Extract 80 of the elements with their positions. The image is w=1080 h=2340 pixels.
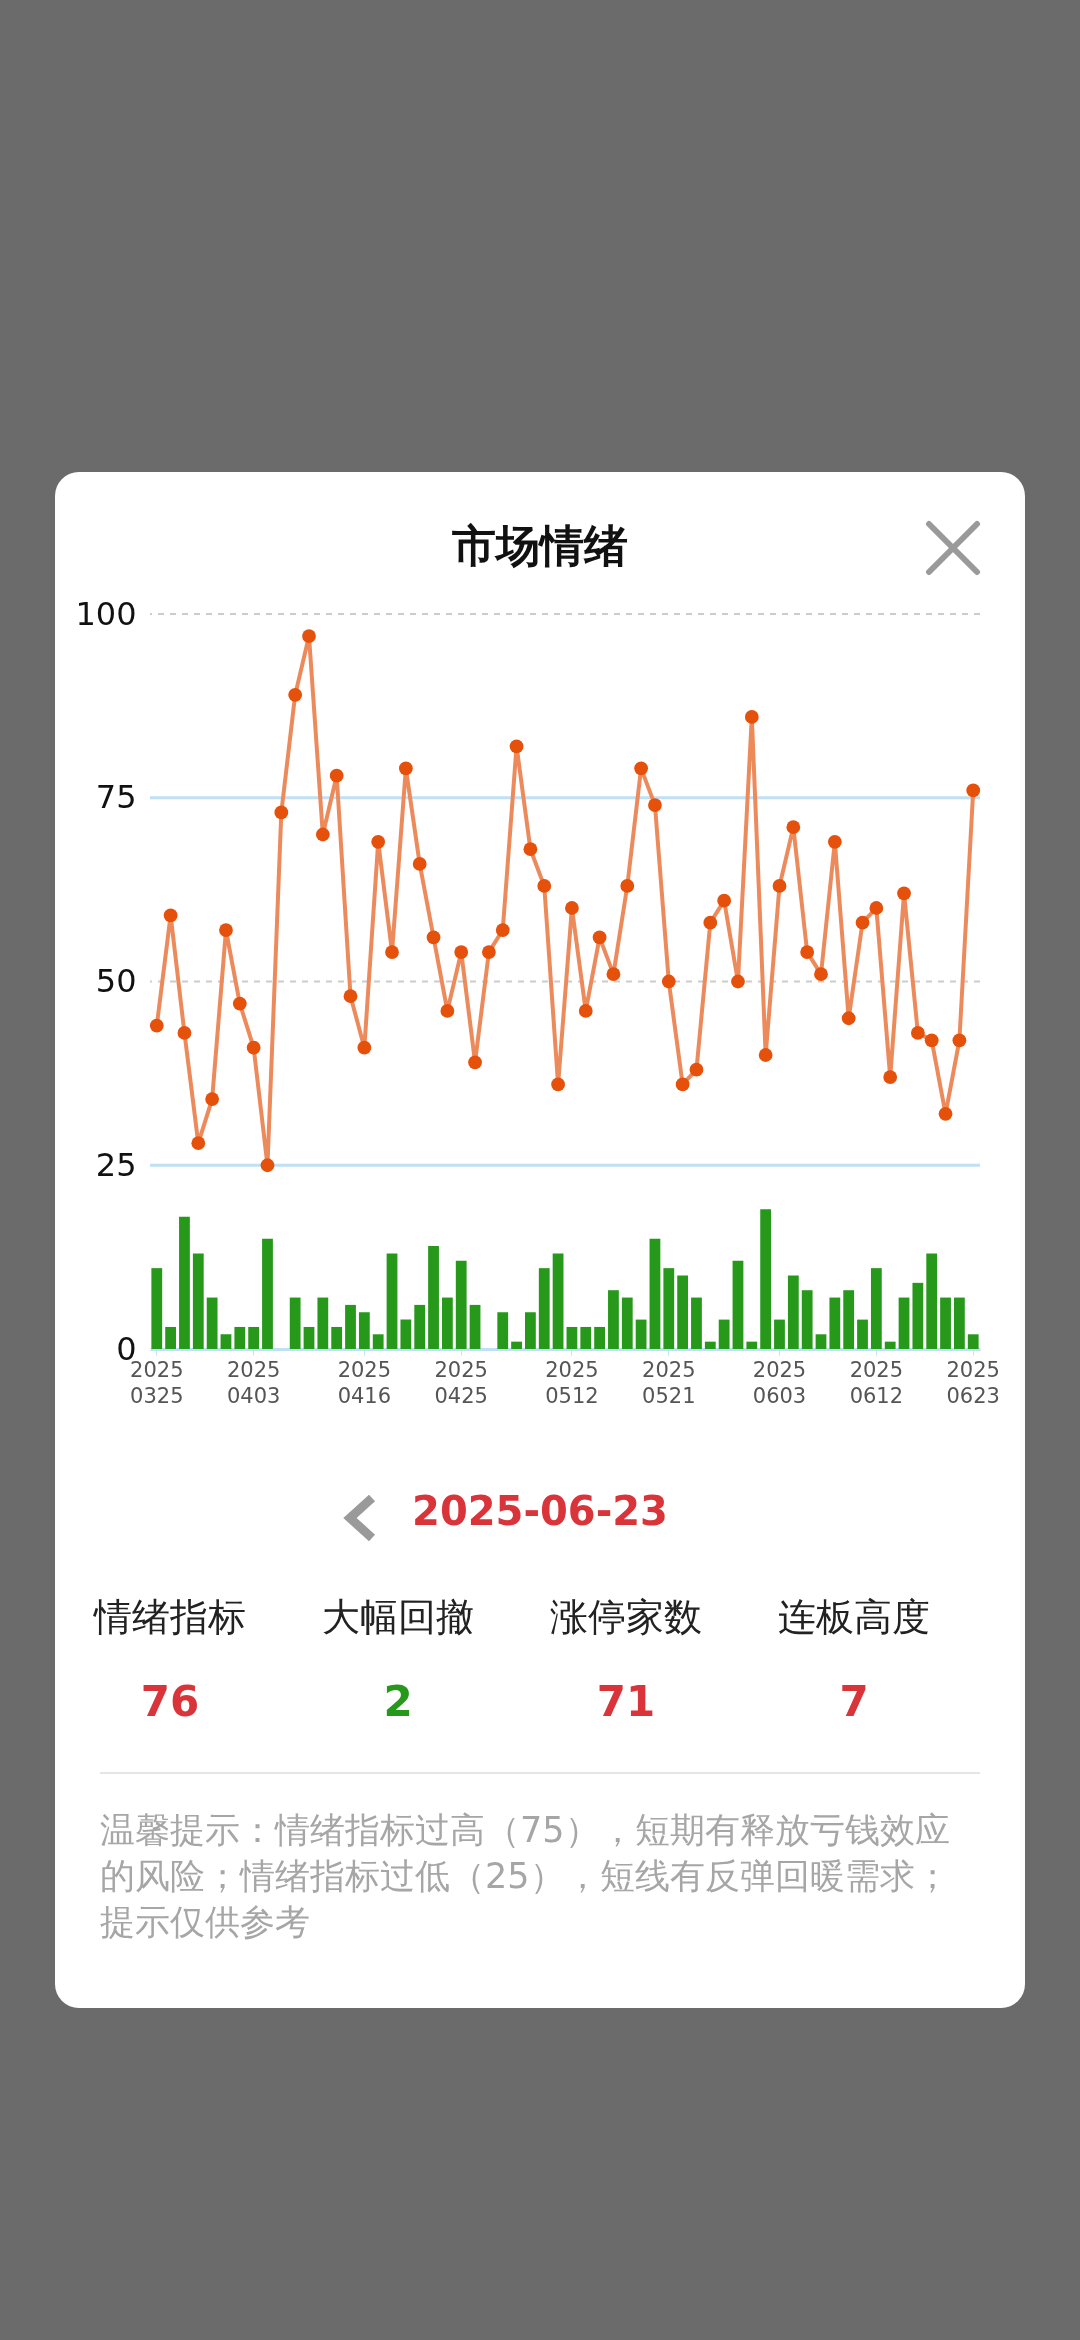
bar <box>192 1253 204 1349</box>
bar <box>441 1297 453 1349</box>
bar <box>760 1209 772 1349</box>
bar <box>718 1319 730 1349</box>
bar <box>165 1326 177 1349</box>
bar <box>829 1297 841 1349</box>
y-tick-label: 75 <box>95 778 137 817</box>
bar <box>677 1275 689 1349</box>
text: 7 <box>838 1677 870 1726</box>
bar <box>691 1297 702 1349</box>
text: 71 <box>595 1677 657 1726</box>
bar <box>774 1319 785 1349</box>
bar <box>898 1297 910 1349</box>
bar <box>552 1253 564 1349</box>
bar <box>843 1290 855 1349</box>
bar <box>525 1312 536 1349</box>
bar <box>953 1297 965 1349</box>
bar <box>358 1312 370 1349</box>
text: 大幅回撤 <box>321 1594 475 1641</box>
bar <box>621 1297 633 1349</box>
y-tick-label: 25 <box>95 1145 137 1184</box>
bar <box>566 1326 578 1349</box>
text: 76 <box>139 1677 201 1726</box>
bar <box>262 1238 273 1349</box>
text: 温馨提示：情绪指标过高（75），短期有释放亏钱效应的风险；情绪指标过低（25），短线有反弹回暖需求；提示仅供参考 <box>100 1809 951 1944</box>
bar <box>455 1260 467 1349</box>
x-tick-label: 2025 0403 <box>226 1357 281 1408</box>
bar <box>400 1319 412 1349</box>
bar <box>649 1238 661 1349</box>
bar <box>608 1290 619 1349</box>
bar <box>746 1341 758 1349</box>
bar <box>317 1297 329 1349</box>
bar <box>732 1260 744 1349</box>
x-tick-label: 2025 0512 <box>545 1357 599 1408</box>
x-tick-label: 2025 0603 <box>752 1357 807 1408</box>
x-tick-label: 2025 0612 <box>849 1357 904 1408</box>
bar <box>870 1268 882 1349</box>
text: 2025-06-23 <box>411 1488 669 1534</box>
bar <box>372 1334 384 1349</box>
bar <box>414 1304 426 1349</box>
bar <box>345 1304 356 1349</box>
x-tick-label: 2025 0521 <box>642 1357 696 1408</box>
text: 连板高度 <box>777 1594 931 1641</box>
bar <box>469 1304 481 1349</box>
bar <box>234 1326 246 1349</box>
bar <box>497 1312 509 1349</box>
bar <box>940 1297 951 1349</box>
x-tick-label: 2025 0425 <box>434 1357 488 1408</box>
bar <box>857 1319 868 1349</box>
x-tick-label: 2025 0416 <box>337 1357 392 1408</box>
chart-title: 市场情绪 <box>451 519 629 573</box>
bar <box>967 1334 979 1349</box>
bar <box>801 1290 813 1349</box>
bar <box>926 1253 938 1349</box>
bar <box>179 1216 190 1349</box>
text: 涨停家数 <box>549 1594 703 1641</box>
bar <box>787 1275 799 1349</box>
bar <box>428 1246 439 1349</box>
x-tick-label: 2025 0623 <box>946 1357 1000 1408</box>
bar <box>511 1341 522 1349</box>
bar <box>635 1319 647 1349</box>
y-tick-label: 50 <box>95 962 137 1000</box>
text: 情绪指标 <box>92 1594 247 1641</box>
bar <box>248 1326 260 1349</box>
bar <box>289 1297 301 1349</box>
bar <box>538 1268 550 1349</box>
bar <box>704 1341 716 1349</box>
bar <box>206 1297 218 1349</box>
bar <box>386 1253 398 1349</box>
bar <box>580 1326 592 1349</box>
text: 2 <box>382 1677 414 1726</box>
bar <box>663 1268 675 1349</box>
bar <box>594 1326 605 1349</box>
bar <box>884 1341 896 1349</box>
bar <box>220 1334 232 1349</box>
bar <box>815 1334 827 1349</box>
bar <box>912 1282 924 1349</box>
bar <box>331 1326 343 1349</box>
bar <box>151 1268 163 1349</box>
bar <box>303 1326 315 1349</box>
